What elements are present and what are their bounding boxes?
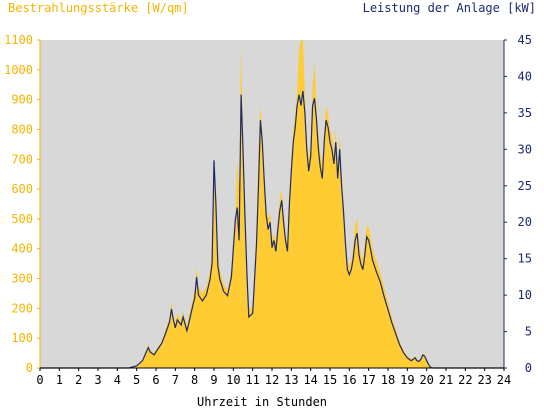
left-axis-title: Bestrahlungsstärke [W/qm]	[8, 1, 189, 15]
x-tick-label: 16	[342, 373, 356, 387]
x-tick-label: 15	[323, 373, 337, 387]
y-left-tick-label: 100	[11, 331, 33, 345]
x-tick-label: 19	[400, 373, 414, 387]
y-left-tick-label: 200	[11, 301, 33, 315]
x-tick-label: 5	[133, 373, 140, 387]
x-tick-label: 0	[36, 373, 43, 387]
power-line	[40, 90, 504, 369]
x-tick-label: 1	[56, 373, 63, 387]
y-right-tick-label: 15	[518, 252, 532, 266]
x-tick-label: 9	[210, 373, 217, 387]
x-tick-label: 11	[245, 373, 259, 387]
y-left-tick-label: 600	[11, 182, 33, 196]
y-left-tick-label: 0	[26, 361, 33, 375]
y-left-tick-label: 300	[11, 272, 33, 286]
x-tick-label: 23	[477, 373, 491, 387]
y-left-tick-label: 800	[11, 122, 33, 136]
y-left-tick-label: 1000	[4, 63, 33, 77]
y-right-tick-label: 0	[525, 361, 532, 375]
x-tick-label: 8	[191, 373, 198, 387]
y-right-tick-label: 35	[518, 106, 532, 120]
y-left-tick-label: 900	[11, 93, 33, 107]
x-tick-label: 17	[361, 373, 375, 387]
right-axis-title: Leistung der Anlage [kW]	[363, 1, 536, 15]
y-left-tick-label: 500	[11, 212, 33, 226]
x-tick-label: 3	[94, 373, 101, 387]
x-tick-label: 6	[152, 373, 159, 387]
x-tick-label: 12	[265, 373, 279, 387]
x-axis-label: Uhrzeit in Stunden	[197, 395, 327, 408]
irradiance-area	[40, 40, 504, 368]
x-tick-label: 7	[172, 373, 179, 387]
x-tick-label: 10	[226, 373, 240, 387]
y-right-tick-label: 40	[518, 69, 532, 83]
y-right-tick-label: 5	[525, 325, 532, 339]
x-tick-label: 18	[381, 373, 395, 387]
y-left-tick-label: 700	[11, 152, 33, 166]
x-tick-label: 22	[458, 373, 472, 387]
y-right-tick-label: 45	[518, 33, 532, 47]
x-tick-label: 4	[114, 373, 121, 387]
x-tick-label: 13	[284, 373, 298, 387]
x-tick-label: 20	[419, 373, 433, 387]
x-tick-label: 21	[439, 373, 453, 387]
x-tick-label: 24	[497, 373, 511, 387]
y-left-tick-label: 1100	[4, 33, 33, 47]
y-right-tick-label: 20	[518, 215, 532, 229]
y-right-tick-label: 30	[518, 142, 532, 156]
x-tick-label: 2	[75, 373, 82, 387]
y-right-tick-label: 25	[518, 179, 532, 193]
y-left-tick-label: 400	[11, 242, 33, 256]
x-tick-label: 14	[303, 373, 317, 387]
y-right-tick-label: 10	[518, 288, 532, 302]
